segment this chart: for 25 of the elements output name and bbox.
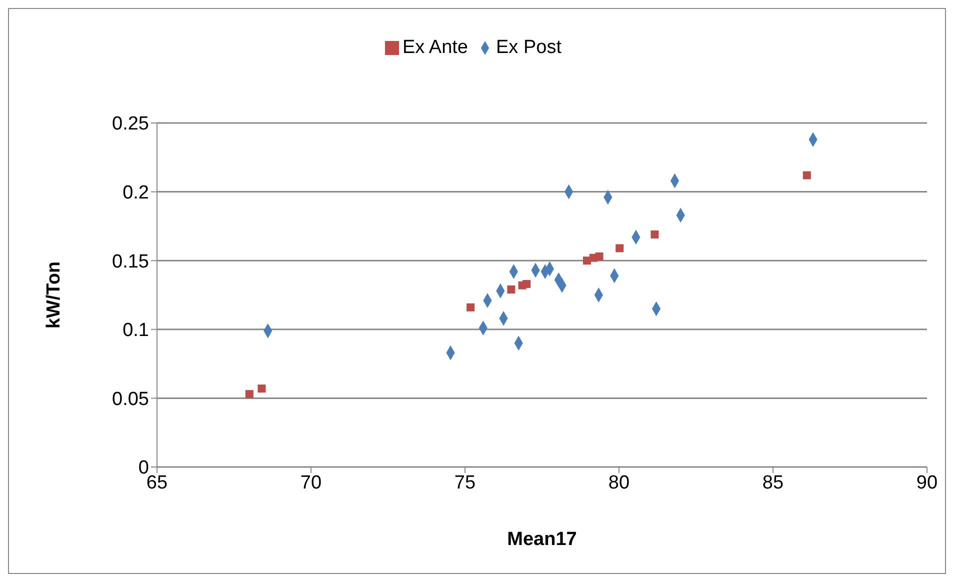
x-axis-title: Mean17	[507, 529, 577, 550]
point	[802, 171, 811, 180]
y-tick-label: 0.1	[122, 320, 149, 342]
x-tick-label: 80	[608, 472, 630, 494]
point	[245, 390, 254, 398]
point	[616, 244, 624, 252]
legend-label: Ex Ante	[402, 37, 468, 58]
x-tick-label: 70	[300, 472, 322, 494]
y-axis-title: kW/Ton	[44, 261, 65, 329]
y-tick-label: 0.15	[112, 251, 149, 272]
legend-label: Ex Post	[496, 37, 562, 58]
y-tick-label: 0	[138, 458, 149, 479]
x-tick-label: 75	[454, 472, 476, 494]
point	[507, 285, 516, 294]
point	[466, 303, 475, 312]
point	[595, 252, 604, 260]
x-tick-label: 90	[916, 472, 938, 494]
x-tick-label: 85	[762, 472, 784, 494]
point	[522, 280, 531, 288]
point	[650, 230, 659, 238]
x-tick-label: 65	[146, 472, 168, 494]
y-tick-label: 0.05	[112, 388, 149, 410]
y-tick-label: 0.2	[122, 182, 149, 204]
y-tick-label: 0.25	[112, 114, 149, 135]
point	[258, 384, 266, 393]
